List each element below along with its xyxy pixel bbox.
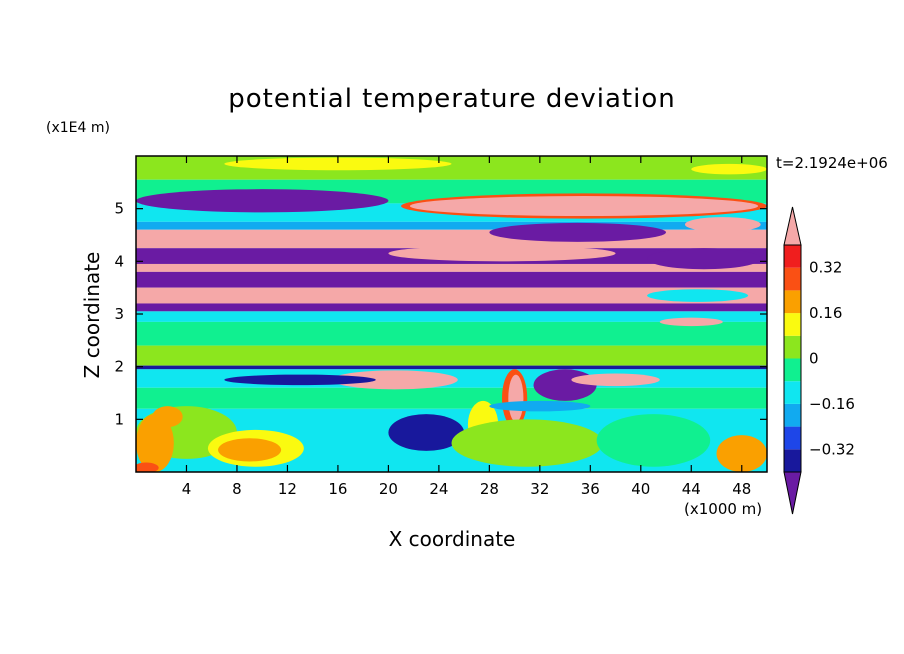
heatmap-feature-25 (136, 414, 174, 472)
heatmap-band-6 (136, 263, 767, 272)
y-tick-label: 5 (114, 200, 124, 218)
x-tick-label: 32 (530, 480, 549, 498)
y-unit-label: (x1E4 m) (46, 120, 110, 136)
x-tick-label: 44 (682, 480, 701, 498)
heatmap-band-15 (136, 387, 767, 409)
heatmap-feature-10 (647, 289, 749, 302)
colorbar-frame (783, 244, 802, 473)
y-tick-label: 4 (114, 252, 124, 270)
colorbar-swatch (784, 358, 801, 382)
y-tick-label: 1 (114, 410, 124, 428)
x-tick-label: 16 (328, 480, 347, 498)
heatmap-feature-21 (596, 414, 711, 467)
colorbar: 0.32 0.16 0 −0.16 −0.32 (783, 206, 855, 515)
heatmap-feature-7 (684, 217, 761, 232)
heatmap-band-3 (136, 221, 767, 230)
heatmap-feature-11 (659, 317, 723, 327)
x-tick-label: 12 (278, 480, 297, 498)
heatmap-feature-13 (224, 374, 376, 386)
heatmap-feature-8 (388, 245, 616, 262)
heatmap-feature-1 (691, 163, 767, 175)
heatmap-band-11 (136, 321, 767, 346)
plot-area (136, 156, 767, 472)
heatmap-band-0 (136, 156, 767, 180)
x-tick-label: 28 (480, 480, 499, 498)
x-tick-label: 48 (732, 480, 751, 498)
heatmap-feature-4 (409, 196, 759, 217)
heatmap-feature-29 (489, 400, 591, 412)
heatmap-band-8 (136, 287, 767, 304)
heatmap-feature-20 (451, 419, 603, 467)
colorbar-swatch (784, 381, 801, 404)
x-tick-label: 8 (232, 480, 242, 498)
x-tick-label: 24 (429, 480, 448, 498)
heatmap-feature-18 (571, 373, 660, 387)
heatmap-feature-2 (136, 189, 389, 213)
colorbar-swatch (784, 403, 801, 427)
colorbar-over-arrow (783, 206, 802, 246)
heatmap-band-13 (136, 365, 767, 370)
colorbar-swatch (784, 426, 801, 450)
heatmap-feature-9 (647, 248, 761, 270)
heatmap-band-9 (136, 303, 767, 312)
x-tick-label: 40 (631, 480, 650, 498)
time-label: t=2.1924e+06 (776, 154, 888, 172)
colorbar-tick-label: 0.16 (809, 304, 842, 322)
heatmap-feature-14 (388, 414, 465, 451)
heatmap-feature-27 (716, 435, 767, 472)
y-tick-label: 2 (114, 358, 124, 376)
heatmap-band-10 (136, 311, 767, 322)
heatmap-feature-16 (508, 374, 524, 422)
heatmap-feature-24 (218, 438, 282, 462)
colorbar-swatch (784, 290, 801, 314)
colorbar-tick-label: 0.32 (809, 259, 842, 277)
heatmap-feature-5 (173, 230, 402, 246)
colorbar-under-arrow (783, 471, 802, 515)
chart-title: potential temperature deviation (228, 84, 676, 114)
heatmap-feature-0 (224, 157, 452, 171)
heatmap-band-7 (136, 271, 767, 288)
colorbar-tick-label: −0.32 (809, 440, 855, 458)
colorbar-swatch (784, 245, 801, 268)
colorbar-tick-label: 0 (809, 350, 819, 368)
heatmap-feature-28 (152, 406, 183, 428)
heatmap-feature-6 (489, 222, 667, 242)
colorbar-swatch (784, 335, 801, 359)
heatmap-feature-26 (136, 462, 159, 472)
x-tick-label: 20 (379, 480, 398, 498)
heatmap-band-12 (136, 345, 767, 366)
colorbar-swatch (784, 449, 801, 472)
colorbar-swatch (784, 313, 801, 336)
x-tick-label: 4 (182, 480, 192, 498)
colorbar-swatch (784, 267, 801, 291)
x-unit-label: (x1000 m) (684, 500, 763, 518)
y-tick-label: 3 (114, 305, 124, 323)
x-axis-label: X coordinate (388, 527, 516, 551)
colorbar-tick-label: −0.16 (809, 395, 855, 413)
heatmap-feature-12 (331, 370, 458, 390)
x-tick-label: 36 (581, 480, 600, 498)
heatmap-feature-17 (533, 369, 597, 401)
